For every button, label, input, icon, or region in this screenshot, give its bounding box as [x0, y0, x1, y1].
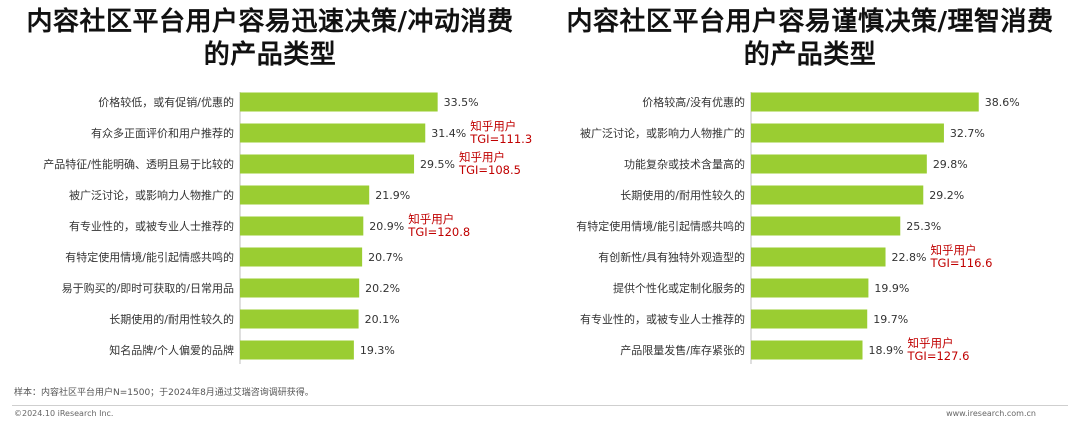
value-label: 18.9%	[869, 344, 904, 357]
value-label: 22.8%	[892, 251, 927, 264]
bar	[751, 216, 901, 236]
value-label: 32.7%	[950, 127, 985, 140]
bar	[751, 123, 944, 143]
footer-divider	[12, 405, 1068, 406]
bar	[240, 309, 359, 329]
bar-chart-impulse: 价格较低，或有促销/优惠的 33.5% 有众多正面评价和用户推荐的 31.4% 产品特征…	[43, 92, 532, 364]
bar	[751, 92, 979, 112]
tgi-annotation-line2: TGI=111.3	[469, 132, 532, 146]
bar	[240, 216, 364, 236]
bar	[751, 247, 886, 267]
category-label: 有创新性/具有独特外观造型的	[598, 250, 745, 264]
tgi-annotation-line1: 知乎用户	[931, 243, 977, 257]
tgi-annotation-line1: 知乎用户	[908, 336, 954, 350]
category-label: 长期使用的/耐用性较久的	[620, 188, 745, 202]
value-label: 19.3%	[360, 344, 395, 357]
website-text: www.iresearch.com.cn	[946, 409, 1036, 418]
bar	[240, 340, 354, 360]
bar	[751, 278, 869, 298]
bar	[751, 340, 863, 360]
tgi-annotation-line1: 知乎用户	[408, 212, 454, 226]
category-label: 知名品牌/个人偏爱的品牌	[109, 343, 234, 357]
tgi-annotation-line1: 知乎用户	[470, 119, 516, 133]
category-label: 提供个性化或定制化服务的	[613, 281, 745, 295]
category-label: 有特定使用情境/能引起情感共鸣的	[576, 219, 745, 233]
category-label: 价格较高/没有优惠的	[642, 95, 745, 109]
bar	[240, 247, 363, 267]
bar	[240, 185, 370, 205]
bar	[751, 185, 924, 205]
value-label: 29.2%	[929, 189, 964, 202]
category-label: 被广泛讨论，或影响力人物推广的	[69, 188, 234, 202]
tgi-annotation-line2: TGI=120.8	[407, 225, 470, 239]
category-label: 产品特征/性能明确、透明且易于比较的	[43, 157, 234, 171]
value-label: 38.6%	[985, 96, 1020, 109]
value-label: 25.3%	[906, 220, 941, 233]
bar-chart-rational: 价格较高/没有优惠的 38.6% 被广泛讨论，或影响力人物推广的 32.7% 功能复杂或…	[576, 92, 1020, 364]
value-label: 20.1%	[365, 313, 400, 326]
category-label: 被广泛讨论，或影响力人物推广的	[580, 126, 745, 140]
value-label: 19.9%	[874, 282, 909, 295]
category-label: 易于购买的/即时可获取的/日常用品	[62, 281, 234, 295]
bar	[240, 92, 438, 112]
category-label: 功能复杂或技术含量高的	[624, 157, 745, 171]
tgi-annotation-line2: TGI=116.6	[930, 256, 993, 270]
category-label: 长期使用的/耐用性较久的	[109, 312, 234, 326]
bar	[240, 123, 426, 143]
value-label: 19.7%	[873, 313, 908, 326]
bar	[751, 154, 927, 174]
value-label: 31.4%	[431, 127, 466, 140]
sample-footnote: 样本：内容社区平台用户N=1500；于2024年8月通过艾瑞咨询调研获得。	[14, 388, 314, 398]
bar	[240, 154, 415, 174]
tgi-annotation-line1: 知乎用户	[459, 150, 505, 164]
category-label: 有专业性的，或被专业人士推荐的	[69, 219, 234, 233]
copyright-text: ©2024.10 iResearch Inc.	[14, 409, 114, 418]
category-label: 有众多正面评价和用户推荐的	[91, 126, 234, 140]
value-label: 20.2%	[365, 282, 400, 295]
chart-title-right: 内容社区平台用户容易谨慎决策/理智消费 的产品类型	[566, 7, 1054, 70]
value-label: 21.9%	[375, 189, 410, 202]
category-label: 产品限量发售/库存紧张的	[620, 343, 745, 357]
category-label: 价格较低，或有促销/优惠的	[98, 95, 234, 109]
chart-title-left: 内容社区平台用户容易迅速决策/冲动消费 的产品类型	[26, 7, 514, 70]
value-label: 29.5%	[420, 158, 455, 171]
bar	[751, 309, 868, 329]
category-label: 有特定使用情境/能引起情感共鸣的	[65, 250, 234, 264]
value-label: 20.7%	[368, 251, 403, 264]
value-label: 33.5%	[444, 96, 479, 109]
tgi-annotation-line2: TGI=127.6	[907, 349, 970, 363]
value-label: 20.9%	[369, 220, 404, 233]
category-label: 有专业性的，或被专业人士推荐的	[580, 312, 745, 326]
value-label: 29.8%	[933, 158, 968, 171]
bar	[240, 278, 360, 298]
tgi-annotation-line2: TGI=108.5	[458, 163, 521, 177]
